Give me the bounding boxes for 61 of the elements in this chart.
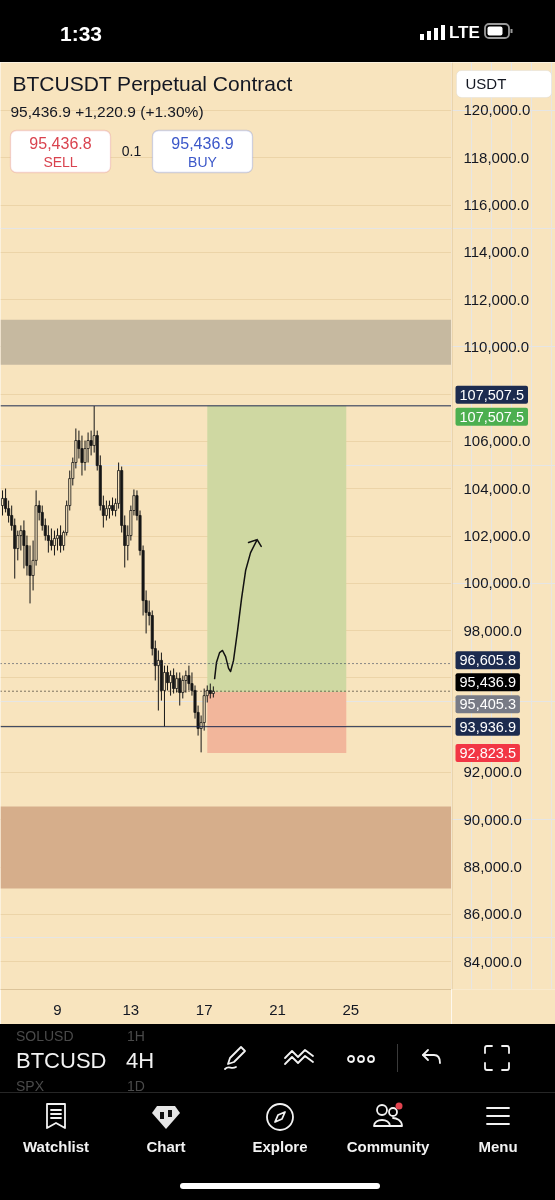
candlestick <box>49 527 53 551</box>
text: Menu <box>477 1137 519 1157</box>
annotation: 95,436.9 <box>171 134 234 152</box>
text: 1H <box>127 1027 145 1046</box>
candlestick <box>52 530 56 556</box>
candlestick <box>80 435 84 477</box>
y-tick-label: 112,000.0 <box>463 290 530 308</box>
y-tick-label: 116,000.0 <box>463 196 530 214</box>
candlestick <box>59 524 63 554</box>
ref-line-label: 93,936.9 <box>459 718 516 735</box>
y-tick-label: 84,000.0 <box>463 952 522 970</box>
candlestick <box>181 675 185 699</box>
text: 92,823.5 <box>459 745 516 761</box>
y-tick-label: 92,000.0 <box>463 763 522 781</box>
x-tick-label: 21 <box>269 1000 286 1018</box>
y-tick-label: 118,000.0 <box>463 148 530 166</box>
line-series <box>213 538 262 680</box>
y-tick-label: 110,000.0 <box>463 337 530 355</box>
x-tick-label: 25 <box>342 1000 360 1018</box>
text: 1D <box>127 1077 145 1096</box>
y-tick-label: 88,000.0 <box>463 858 522 876</box>
text: SPX <box>16 1077 45 1096</box>
x-tick-label: 17 <box>195 1000 213 1018</box>
y-tick-label: 120,000.0 <box>463 101 531 119</box>
x-tick-label: 9 <box>53 1000 62 1018</box>
y-tick-label: 86,000.0 <box>463 905 522 923</box>
text: 1:33 <box>60 21 103 47</box>
text: 95,405.3 <box>459 696 516 713</box>
text: Watchlist <box>21 1137 91 1157</box>
candlestick <box>172 667 176 694</box>
text: Explore <box>251 1137 309 1157</box>
annotation: 0.1 <box>121 142 142 159</box>
text: Chart <box>145 1137 187 1157</box>
ref-line-label: 96,605.8 <box>459 652 516 669</box>
text: BTCUSD <box>16 1047 107 1075</box>
text: LTE <box>449 22 480 44</box>
ref-line-label: 95,436.9 <box>459 674 516 691</box>
text: USDT <box>465 75 507 92</box>
candlestick <box>169 670 173 697</box>
candlestick <box>175 671 179 694</box>
y-tick-label: 90,000.0 <box>463 810 522 828</box>
y-tick-label: 106,000.0 <box>463 432 531 450</box>
x-tick-label: 13 <box>122 1000 140 1018</box>
annotation: BUY <box>188 153 218 170</box>
y-tick-label: 98,000.0 <box>463 621 522 639</box>
candlestick <box>56 527 60 551</box>
y-tick-label: 114,000.0 <box>463 243 530 261</box>
annotation: SELL <box>43 153 78 170</box>
y-tick-label: 100,000.0 <box>463 574 531 592</box>
annotation: 95,436.8 <box>29 134 92 152</box>
text: 4H <box>126 1047 155 1075</box>
text: 95,436.9 +1,220.9 (+1.30%) <box>10 103 204 120</box>
candlestick <box>178 671 182 707</box>
candlestick <box>184 670 188 694</box>
y-tick-label: 102,000.0 <box>463 527 531 545</box>
ref-line-label: 107,507.5 <box>459 386 525 403</box>
text: 107,507.5 <box>459 408 525 425</box>
text: Community <box>345 1137 431 1157</box>
y-tick-label: 104,000.0 <box>463 479 531 497</box>
text: SOLUSD <box>16 1027 74 1046</box>
text: BTCUSDT Perpetual Contract <box>12 72 293 95</box>
